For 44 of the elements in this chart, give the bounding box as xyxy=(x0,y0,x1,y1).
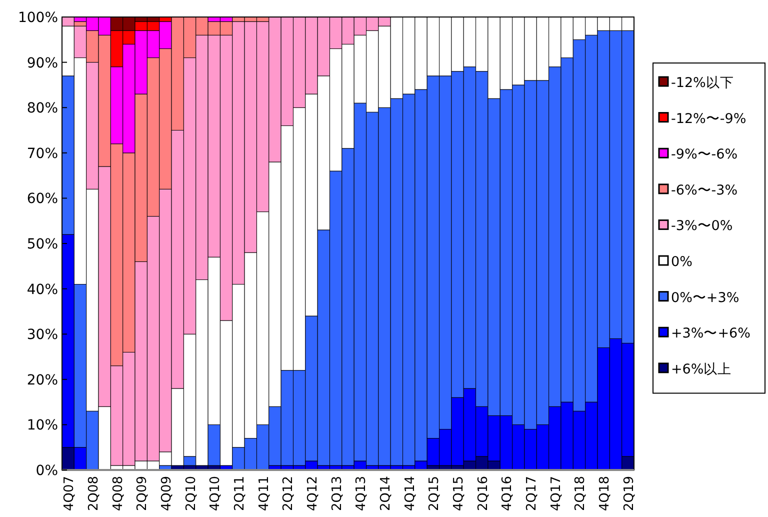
legend-label: 0% xyxy=(671,254,693,270)
y-tick-label: 30% xyxy=(26,327,58,344)
x-tick-label: 4Q07 xyxy=(62,476,78,512)
y-tick-label: 80% xyxy=(26,100,58,117)
x-tick-label: 2Q18 xyxy=(573,476,588,512)
x-tick-label: 2Q08 xyxy=(86,476,102,512)
x-tick-label: 2Q13 xyxy=(330,476,345,512)
x-tick-label: 4Q12 xyxy=(305,476,320,512)
x-tick-label: 2Q19 xyxy=(622,476,637,512)
x-tick-label: 2Q15 xyxy=(427,476,442,512)
x-tick-label: 4Q17 xyxy=(548,476,564,512)
y-tick-label: 0% xyxy=(36,463,58,479)
x-tick-label: 4Q08 xyxy=(110,476,126,512)
legend-label: -9%〜-6% xyxy=(671,146,738,163)
x-tick-label: 4Q13 xyxy=(354,476,370,512)
y-tick-label: 50% xyxy=(26,236,58,252)
x-tick-label: 2Q11 xyxy=(232,476,248,512)
x-tick-label: 2Q14 xyxy=(378,476,394,512)
x-tick-label: 4Q15 xyxy=(452,476,467,512)
y-tick-label: 70% xyxy=(26,146,58,162)
x-tick-label: 4Q09 xyxy=(159,476,174,512)
x-tick-label: 4Q18 xyxy=(598,476,613,512)
legend-label: +6%以上 xyxy=(671,361,732,378)
x-tick-label: 2Q10 xyxy=(184,476,199,512)
y-tick-label: 10% xyxy=(26,418,58,434)
y-tick-label: 20% xyxy=(26,372,58,388)
y-tick-label: 60% xyxy=(26,191,58,208)
x-tick-label: 4Q10 xyxy=(208,476,224,512)
x-tick-label: 2Q12 xyxy=(281,476,296,512)
x-tick-label: 2Q17 xyxy=(524,476,540,512)
x-tick-label: 2Q09 xyxy=(135,476,150,512)
legend-label: -3%〜0% xyxy=(671,218,733,234)
y-tick-label: 100% xyxy=(18,10,58,26)
x-tick-label: 4Q11 xyxy=(256,476,272,512)
legend-label: -6%〜-3% xyxy=(671,182,738,198)
x-tick-label: 4Q14 xyxy=(402,476,418,512)
legend-label: +3%〜+6% xyxy=(671,326,751,342)
x-tick-label: 2Q16 xyxy=(476,476,491,512)
x-tick-label: 4Q16 xyxy=(500,476,516,512)
legend-label: -12%〜-9% xyxy=(671,110,746,127)
y-tick-label: 90% xyxy=(26,55,58,72)
y-tick-label: 40% xyxy=(26,282,58,298)
legend-label: 0%〜+3% xyxy=(671,290,740,306)
legend-label: -12%以下 xyxy=(671,75,734,91)
